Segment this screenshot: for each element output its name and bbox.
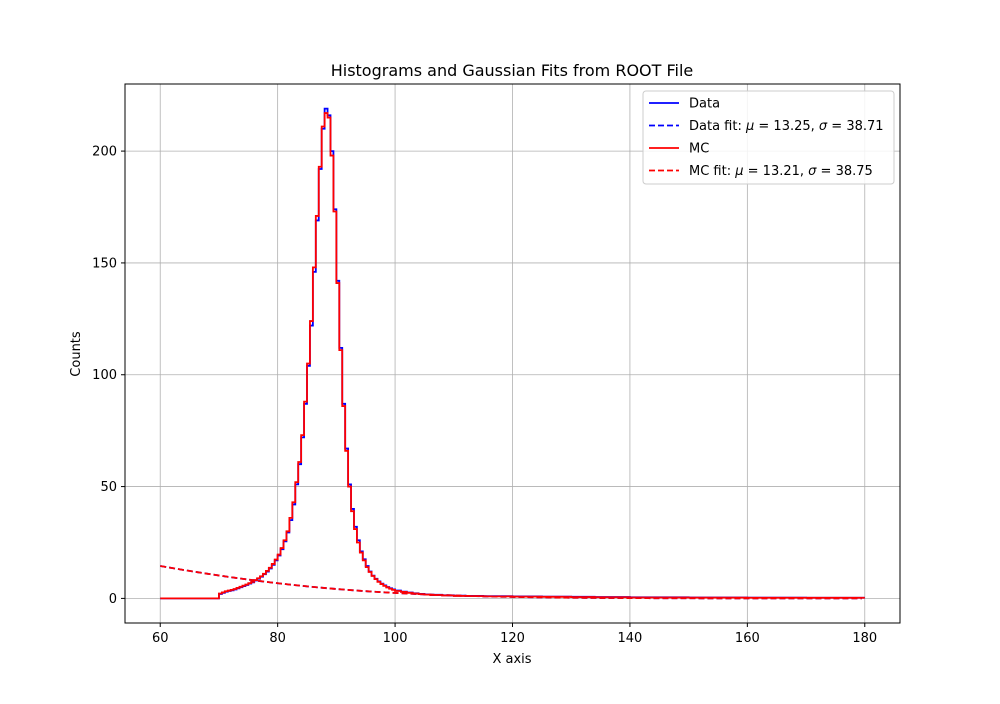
y-tick-label-4: 200 [92,145,117,160]
x-tick-label-3: 120 [500,631,525,646]
legend-mc-label: MC [689,142,709,157]
series-mc-fit-curve [160,565,862,600]
y-tick-label-1: 50 [100,480,117,495]
x-tick-label-5: 160 [735,631,760,646]
legend: Data Data fit: μ = 13.25, σ = 38.71 MC MC f… [642,90,895,185]
x-tick-label-1: 80 [269,631,286,646]
legend-data-fit-label: Data fit: μ = 13.25, σ = 38.71 [689,119,884,134]
chart-title: Histograms and Gaussian Fits from ROOT F… [331,61,694,80]
legend-data-label: Data [689,97,720,112]
y-tick-label-0: 0 [109,592,117,607]
x-tick-label-4: 140 [618,631,643,646]
plot-area: 60 80 100 120 140 160 180 0 50 100 150 200 [92,83,901,646]
x-axis-label: X axis [492,652,531,667]
y-axis-label: Counts [69,331,84,377]
legend-frame [642,90,895,185]
x-tick-label-6: 180 [852,631,877,646]
y-tick-label-2: 100 [92,368,117,383]
y-tick-label-3: 150 [92,256,117,271]
x-tick-label-2: 100 [383,631,408,646]
series-mc-histogram [160,112,865,600]
legend-mc-fit-label: MC fit: μ = 13.21, σ = 38.75 [689,164,873,179]
x-tick-label-0: 60 [152,631,169,646]
